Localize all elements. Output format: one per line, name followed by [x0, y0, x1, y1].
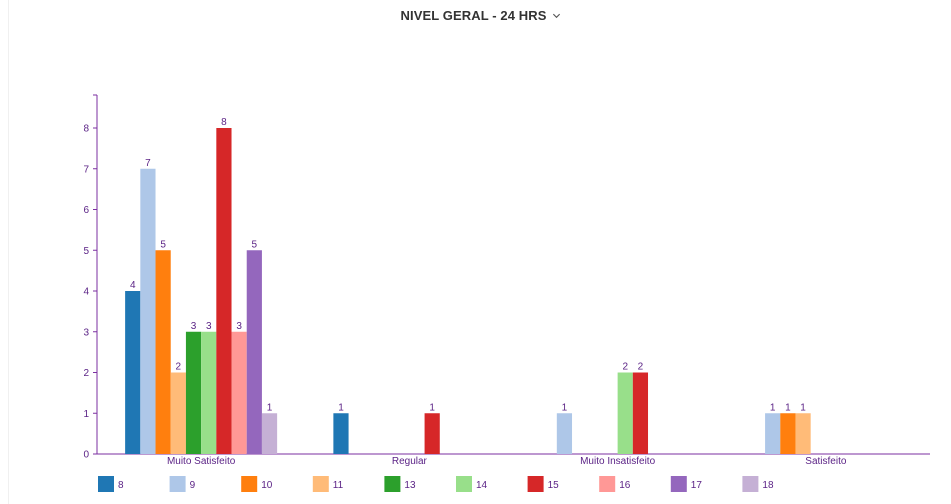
data-label: 1	[562, 402, 568, 413]
bar-8-1	[333, 413, 349, 454]
legend-label: 11	[333, 480, 344, 491]
legend-label: 10	[261, 480, 273, 491]
legend-swatch	[456, 476, 472, 492]
y-tick-label: 4	[83, 287, 89, 298]
chevron-down-icon	[552, 13, 560, 18]
y-tick-label: 3	[83, 327, 89, 338]
bar-13-0	[185, 331, 202, 454]
data-label: 3	[206, 321, 212, 332]
legend-swatch	[241, 476, 258, 492]
data-label: 2	[176, 362, 182, 373]
legend-label: 17	[691, 480, 703, 491]
legend-swatch	[527, 476, 544, 492]
y-tick-label: 7	[83, 164, 89, 175]
bar-18-0	[261, 413, 278, 454]
legend-swatch	[670, 476, 687, 492]
bar-11-3	[795, 413, 811, 454]
legend-swatch	[599, 476, 616, 492]
data-label: 4	[130, 280, 136, 291]
y-tick-label: 1	[83, 409, 89, 420]
data-label: 1	[338, 402, 344, 413]
y-tick-label: 5	[83, 246, 89, 257]
bar-10-0	[155, 250, 171, 454]
legend-swatch	[312, 476, 329, 492]
legend-label: 16	[619, 480, 631, 491]
legend-label: 18	[762, 480, 774, 491]
bar-9-0	[140, 168, 156, 454]
legend-label: 13	[404, 480, 416, 491]
legend-item-11[interactable]: 11	[312, 476, 344, 492]
data-label: 2	[638, 362, 644, 373]
data-label: 1	[267, 402, 273, 413]
data-label: 2	[622, 362, 628, 373]
legend-item-15[interactable]: 15	[527, 476, 560, 492]
legend-item-9[interactable]: 9	[169, 476, 196, 492]
legend-item-14[interactable]: 14	[456, 476, 488, 492]
data-label: 1	[800, 402, 806, 413]
legend-label: 14	[476, 480, 488, 491]
bar-10-3	[780, 413, 796, 454]
legend-swatch	[384, 476, 401, 492]
legend-label: 15	[548, 480, 560, 491]
bar-17-0	[246, 250, 262, 454]
bar-9-3	[765, 413, 781, 454]
x-tick-label: Muito Insatisfeito	[580, 456, 655, 467]
y-tick-label: 8	[83, 124, 89, 135]
y-tick-label: 2	[83, 368, 89, 379]
x-tick-label: Regular	[392, 456, 428, 467]
bar-15-1	[424, 413, 440, 454]
data-label: 1	[785, 402, 791, 413]
data-label: 3	[191, 321, 197, 332]
legend-label: 8	[118, 480, 124, 491]
legend-item-16[interactable]: 16	[599, 476, 631, 492]
legend-swatch	[169, 476, 186, 492]
legend-swatch	[98, 476, 114, 492]
y-tick-label: 0	[83, 450, 89, 461]
x-tick-label: Satisfeito	[805, 456, 847, 467]
bar-14-0	[201, 331, 217, 454]
bar-11-0	[170, 372, 186, 454]
legend-label: 9	[190, 480, 196, 491]
data-label: 3	[236, 321, 242, 332]
bar-15-2	[632, 372, 649, 454]
chart-title-dropdown[interactable]: NIVEL GERAL - 24 HRS	[401, 8, 561, 23]
legend-item-13[interactable]: 13	[384, 476, 416, 492]
data-label: 7	[145, 158, 151, 169]
data-label: 1	[429, 402, 435, 413]
data-label: 5	[252, 239, 258, 250]
bar-14-2	[617, 372, 633, 454]
bar-8-0	[125, 291, 141, 454]
legend-item-8[interactable]: 8	[98, 476, 124, 492]
data-label: 8	[221, 117, 227, 128]
legend-item-17[interactable]: 17	[670, 476, 703, 492]
legend-swatch	[742, 476, 759, 492]
data-label: 5	[160, 239, 166, 250]
x-tick-label: Muito Satisfeito	[167, 456, 236, 467]
legend-item-10[interactable]: 10	[241, 476, 273, 492]
bar-16-0	[231, 331, 247, 454]
bar-15-0	[216, 128, 232, 454]
chart-header: NIVEL GERAL - 24 HRS	[9, 5, 951, 25]
data-label: 1	[770, 402, 776, 413]
chart-title: NIVEL GERAL - 24 HRS	[400, 7, 547, 23]
legend-item-18[interactable]: 18	[742, 476, 774, 492]
y-tick-label: 6	[83, 205, 89, 216]
bar-9-2	[556, 413, 573, 454]
